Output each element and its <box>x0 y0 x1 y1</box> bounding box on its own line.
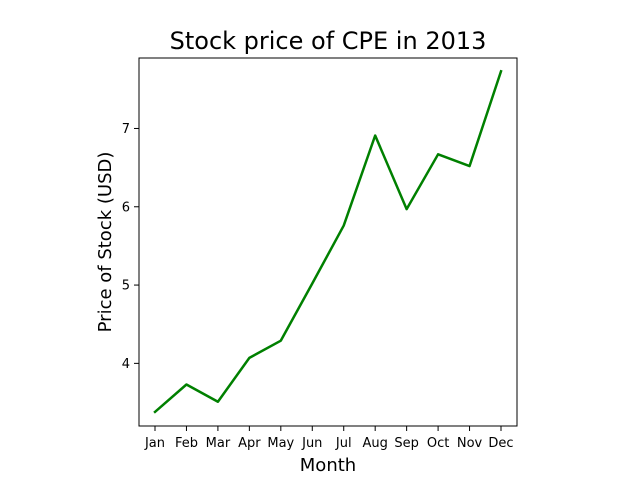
x-tick-label: Jul <box>335 436 352 451</box>
y-tick-label: 4 <box>122 357 130 372</box>
x-axis-label: Month <box>300 455 356 476</box>
y-axis-ticks: 4 5 6 7 <box>122 122 139 372</box>
x-tick-label: Apr <box>238 436 261 451</box>
chart-title: Stock price of CPE in 2013 <box>170 27 487 55</box>
series-line-cpe-price <box>153 69 503 414</box>
y-tick-label: 5 <box>122 279 130 294</box>
y-axis-label: Price of Stock (USD) <box>95 152 116 333</box>
x-tick-label: Feb <box>175 436 198 451</box>
x-tick-label: Jun <box>301 436 322 451</box>
x-tick-label: Nov <box>457 436 483 451</box>
x-tick-label: May <box>267 436 294 451</box>
plot-area-frame <box>138 57 518 427</box>
x-tick-label: Mar <box>206 436 231 451</box>
x-tick-label: Oct <box>427 436 449 451</box>
x-tick-label: Sep <box>394 436 419 451</box>
x-axis-ticks: Jan Feb Mar Apr May Jun Jul Aug Sep Oct Nov Dec <box>144 426 514 451</box>
x-tick-label: Jan <box>144 436 165 451</box>
y-tick-label: 6 <box>122 200 130 215</box>
y-tick-label: 7 <box>122 122 130 137</box>
x-tick-label: Aug <box>362 436 387 451</box>
x-tick-label: Dec <box>488 436 513 451</box>
